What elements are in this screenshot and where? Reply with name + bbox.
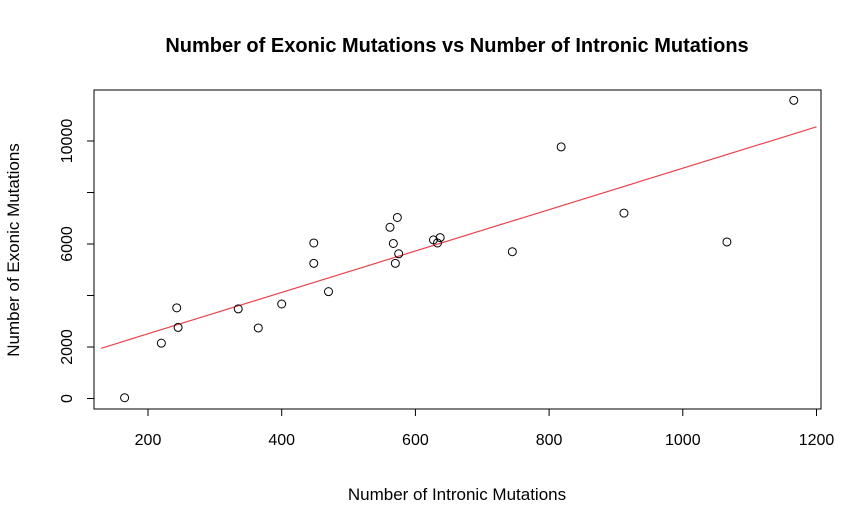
data-point xyxy=(277,299,287,309)
x-tick-label: 600 xyxy=(402,432,429,449)
x-tick-label: 400 xyxy=(268,432,295,449)
y-tick-label: 10000 xyxy=(59,119,76,164)
x-tick-label: 1000 xyxy=(665,432,701,449)
data-point xyxy=(323,287,333,297)
data-point xyxy=(233,304,243,314)
points-layer xyxy=(120,95,799,403)
fit-line-layer xyxy=(101,126,817,349)
y-tick-label: 0 xyxy=(59,394,76,403)
chart-title: Number of Exonic Mutations vs Number of … xyxy=(165,35,748,57)
data-point xyxy=(556,142,566,152)
data-point xyxy=(394,249,404,259)
y-tick-label: 2000 xyxy=(59,329,76,365)
plot-frame xyxy=(93,89,822,410)
y-axis-label: Number of Exonic Mutations xyxy=(4,143,23,357)
data-point xyxy=(309,238,319,248)
data-point xyxy=(309,258,319,268)
data-point xyxy=(388,238,398,248)
x-axis-label: Number of Intronic Mutations xyxy=(348,485,566,504)
data-point xyxy=(253,323,263,333)
data-point xyxy=(390,258,400,268)
data-point xyxy=(435,233,445,243)
data-point xyxy=(722,237,732,247)
data-point xyxy=(120,393,130,403)
x-tick-label: 800 xyxy=(536,432,563,449)
x-tick-label: 200 xyxy=(135,432,162,449)
data-point xyxy=(385,222,395,232)
data-point xyxy=(619,208,629,218)
x-tick-label: 1200 xyxy=(799,432,835,449)
data-point xyxy=(507,247,517,257)
data-point xyxy=(156,338,166,348)
y-axis: 0 2000 6000 10000 xyxy=(59,119,95,403)
data-point xyxy=(172,303,182,313)
y-tick-label: 6000 xyxy=(59,226,76,262)
x-axis: 200 400 600 800 1000 1200 xyxy=(135,408,835,449)
data-point xyxy=(432,238,442,248)
data-point xyxy=(392,212,402,222)
data-point xyxy=(173,322,183,332)
data-point xyxy=(789,95,799,105)
regression-line xyxy=(101,126,817,349)
